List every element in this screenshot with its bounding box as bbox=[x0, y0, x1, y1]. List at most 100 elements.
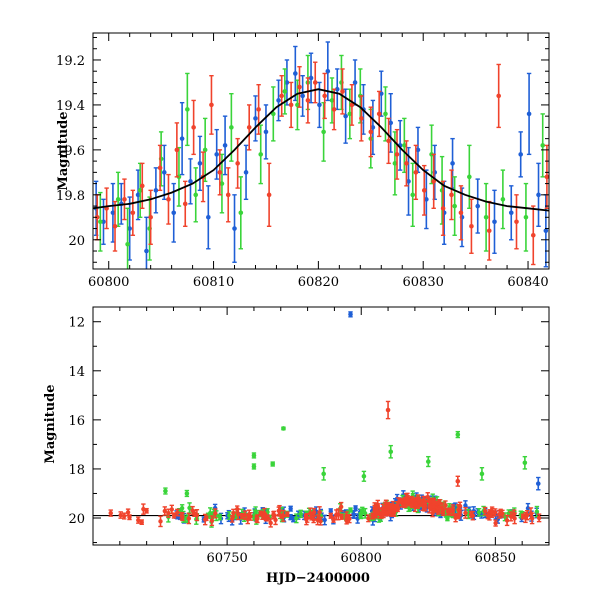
x-tick-label: 60840 bbox=[507, 275, 548, 290]
top-data-point bbox=[112, 200, 118, 252]
top-data-point bbox=[214, 128, 219, 180]
bottom-data-point bbox=[236, 508, 241, 521]
bottom-data-point bbox=[440, 509, 446, 517]
top-data-point bbox=[458, 185, 464, 241]
bottom-data-point bbox=[463, 506, 468, 519]
top-data-point bbox=[431, 153, 436, 210]
bottom-data-point bbox=[246, 509, 252, 520]
bottom-data-point bbox=[213, 508, 218, 519]
top-axes: 60800 60810 60820 60830 60840 19.2 19.4 19.6 19.… bbox=[56, 33, 550, 290]
bottom-data-point bbox=[398, 497, 404, 504]
bottom-outlier-point bbox=[479, 467, 485, 481]
top-data-point bbox=[104, 187, 109, 230]
top-data-point bbox=[193, 167, 199, 223]
bottom-outlier-point bbox=[388, 444, 394, 459]
bottom-data-point bbox=[403, 498, 409, 505]
top-data-point bbox=[202, 117, 208, 183]
bottom-data-point bbox=[358, 508, 364, 520]
top-data-point bbox=[514, 194, 519, 250]
bottom-data-point bbox=[255, 514, 260, 524]
top-data-point bbox=[144, 216, 149, 269]
top-data-point bbox=[153, 167, 159, 214]
bottom-data-point bbox=[162, 506, 168, 516]
top-data-point bbox=[217, 149, 223, 196]
top-data-point bbox=[284, 59, 290, 106]
x-tick-label: 60830 bbox=[403, 275, 444, 290]
x-tick-label: 60750 bbox=[206, 551, 247, 566]
top-data-point bbox=[492, 189, 497, 254]
bottom-data-point bbox=[265, 514, 271, 522]
top-data-point bbox=[297, 66, 302, 108]
y-tick-label: 19.8 bbox=[56, 189, 85, 204]
bottom-data-point bbox=[413, 501, 419, 507]
bottom-data-point bbox=[536, 513, 542, 523]
bottom-data-point bbox=[395, 500, 400, 510]
bottom-outlier-point bbox=[163, 487, 168, 495]
bottom-data-point bbox=[344, 511, 349, 520]
top-data-point bbox=[496, 63, 501, 129]
bottom-data-point bbox=[512, 512, 517, 525]
top-data-point bbox=[530, 205, 536, 266]
bottom-data-point bbox=[381, 510, 386, 519]
bottom-data-point bbox=[373, 505, 379, 516]
bottom-data-point bbox=[500, 509, 505, 518]
bottom-data-point bbox=[294, 513, 299, 524]
bottom-data-point bbox=[331, 516, 336, 523]
bottom-outlier-point bbox=[348, 311, 353, 318]
top-data-point bbox=[258, 124, 264, 185]
top-data-point bbox=[469, 198, 474, 254]
bottom-data-point bbox=[311, 507, 317, 517]
bottom-data-point bbox=[482, 506, 488, 516]
top-data-point bbox=[352, 59, 358, 106]
bottom-data-point bbox=[409, 502, 415, 509]
top-panel-frame bbox=[92, 32, 550, 270]
top-data-point bbox=[246, 104, 252, 151]
bottom-data-point bbox=[416, 496, 421, 507]
bottom-data-point bbox=[443, 500, 448, 510]
x-tick-label: 60850 bbox=[475, 551, 516, 566]
top-data-point bbox=[98, 191, 103, 252]
top-data-point bbox=[404, 140, 409, 187]
y-tick-label: 19.2 bbox=[56, 54, 85, 69]
top-data-point bbox=[206, 185, 211, 250]
bottom-data-point bbox=[180, 512, 185, 522]
top-data-point bbox=[413, 144, 419, 201]
bottom-data-point bbox=[322, 514, 327, 526]
top-data-point bbox=[340, 68, 345, 115]
top-data-point bbox=[359, 95, 364, 142]
top-data-point bbox=[263, 104, 269, 160]
bottom-data-point bbox=[127, 514, 132, 521]
top-data-point bbox=[518, 131, 523, 178]
bottom-data-point bbox=[158, 515, 163, 528]
bottom-data-point bbox=[476, 507, 482, 517]
bottom-data-point bbox=[303, 514, 309, 520]
bottom-outlier-point bbox=[361, 470, 367, 482]
top-data-point bbox=[536, 162, 541, 227]
bottom-data-point bbox=[334, 509, 339, 521]
top-data-point bbox=[122, 178, 127, 221]
top-data-point bbox=[191, 99, 196, 156]
y-tick-label: 12 bbox=[68, 316, 85, 331]
bottom-data-point bbox=[242, 510, 248, 520]
bottom-data-point bbox=[353, 505, 358, 512]
bottom-data-point bbox=[169, 504, 174, 515]
bottom-data-point bbox=[285, 511, 290, 518]
bottom-data-point bbox=[508, 511, 514, 522]
top-data-point bbox=[166, 173, 171, 225]
top-data-point bbox=[179, 101, 185, 176]
bottom-data-point bbox=[258, 510, 263, 517]
top-data-point bbox=[467, 144, 472, 210]
bottom-data-point bbox=[298, 510, 304, 518]
bottom-data-point bbox=[431, 498, 437, 506]
top-data-point bbox=[331, 88, 337, 131]
bottom-data-point bbox=[288, 505, 293, 512]
bottom-data-point bbox=[520, 513, 526, 520]
bottom-data-point bbox=[281, 509, 286, 522]
bottom-data-point bbox=[277, 504, 282, 517]
bottom-outlier-point bbox=[385, 400, 391, 420]
bottom-data-point bbox=[262, 513, 268, 519]
bottom-data-point bbox=[179, 504, 185, 513]
top-data-point bbox=[308, 52, 314, 104]
bottom-data-point bbox=[348, 507, 353, 513]
